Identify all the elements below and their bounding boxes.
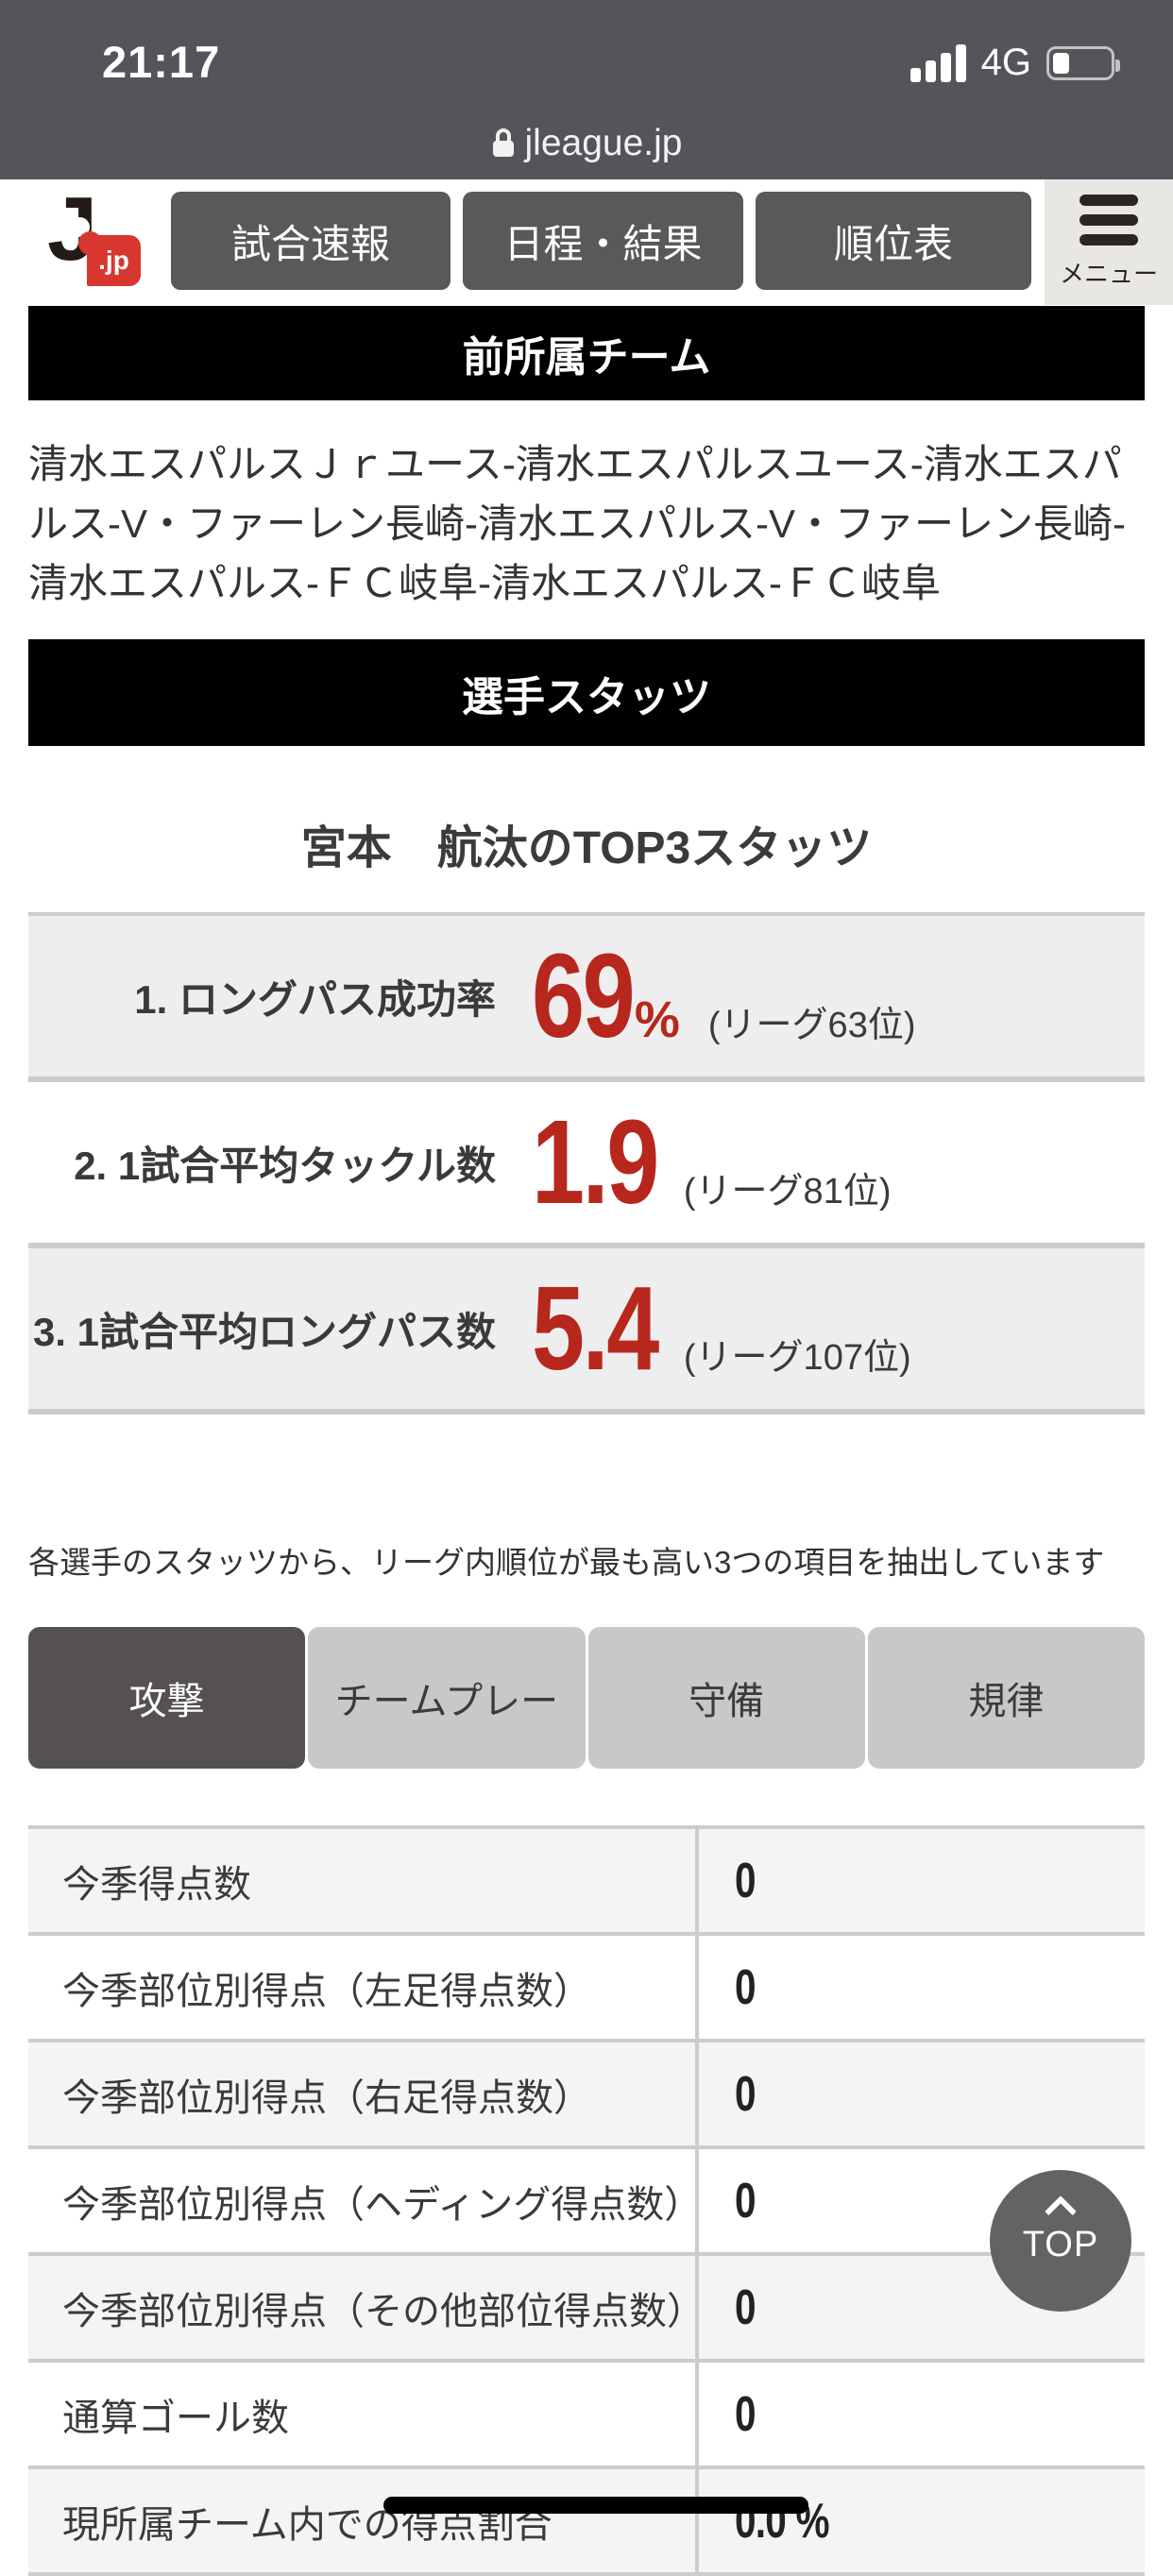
stat-rank: (リーグ63位) [707, 1006, 916, 1045]
table-row: 今季部位別得点（その他部位得点数） 0 [28, 2256, 1145, 2363]
top3-stats-list: 1. ロングパス成功率 69% (リーグ63位) 2. 1試合平均タックル数 1.… [28, 912, 1145, 1415]
tab-team-play[interactable]: チームプレー [308, 1627, 586, 1769]
table-row-value: 0 [735, 2386, 756, 2442]
signal-strength-icon [910, 43, 966, 82]
tab-discipline[interactable]: 規律 [867, 1627, 1145, 1769]
scroll-to-top-button[interactable]: TOP [990, 2170, 1131, 2312]
stat-value: 5.4 [532, 1262, 659, 1395]
top3-stat-row: 3. 1試合平均ロングパス数 5.4 (リーグ107位) [28, 1248, 1145, 1415]
stat-unit: % [634, 991, 680, 1048]
url-text: jleague.jp [524, 123, 683, 163]
nav-button-standings[interactable]: 順位表 [756, 192, 1031, 290]
stat-rank: (リーグ81位) [683, 1172, 892, 1212]
tab-defense[interactable]: 守備 [587, 1627, 865, 1769]
table-row: 今季部位別得点（左足得点数） 0 [28, 1936, 1145, 2042]
table-row-label: 今季得点数 [28, 1829, 699, 1932]
battery-icon [1046, 45, 1120, 80]
table-row-label: 今季部位別得点（ヘディング得点数） [28, 2149, 702, 2252]
stat-label: 1. ロングパス成功率 [134, 976, 496, 1022]
network-type-label: 4G [980, 42, 1031, 83]
table-row: 通算ゴール数 0 [28, 2363, 1145, 2469]
table-row-value: 0 [735, 2279, 756, 2335]
table-row: 今季部位別得点（右足得点数） 0 [28, 2042, 1145, 2149]
stat-value: 69 [532, 929, 636, 1062]
logo-jp-badge: .jp [87, 235, 141, 286]
section-banner-previous-teams: 前所属チーム [28, 306, 1145, 400]
table-row-value: 0 [735, 1959, 756, 2015]
table-row-value: 0 [735, 2066, 756, 2122]
table-row-value: 0 [735, 1853, 756, 1908]
table-row: 今季得点数 0 [28, 1829, 1145, 1936]
status-time: 21:17 [102, 37, 221, 87]
attack-stats-table: 今季得点数 0 今季部位別得点（左足得点数） 0 今季部位別得点（右足得点数） … [28, 1825, 1145, 2576]
menu-button[interactable]: メニュー [1045, 179, 1173, 305]
table-row: 現所属チーム内での得点割合 0.0 % [28, 2469, 1145, 2576]
tab-attack[interactable]: 攻撃 [28, 1627, 306, 1769]
previous-teams-text: 清水エスパルスＪｒユース-清水エスパルスユース-清水エスパルス-V・ファーレン長… [28, 442, 1126, 605]
table-row: 今季部位別得点（ヘディング得点数） 0 [28, 2149, 1145, 2256]
top3-stats-title: 宮本 航汰のTOP3スタッツ [300, 823, 873, 873]
top3-stat-row: 2. 1試合平均タックル数 1.9 (リーグ81位) [28, 1082, 1145, 1248]
home-indicator[interactable] [383, 2497, 808, 2514]
nav-button-schedule-results[interactable]: 日程・結果 [463, 192, 743, 290]
stat-value: 1.9 [532, 1095, 659, 1229]
address-bar[interactable]: jleague.jp [0, 123, 1173, 164]
stats-category-tabs: 攻撃 チームプレー 守備 規律 [28, 1627, 1145, 1769]
hamburger-icon [1080, 195, 1138, 246]
top3-note: 各選手のスタッツから、リーグ内順位が最も高い3つの項目を抽出しています [28, 1545, 1105, 1580]
table-row-label: 現所属チーム内での得点割合 [28, 2469, 699, 2572]
stat-rank: (リーグ107位) [683, 1338, 911, 1378]
site-header: J .jp 試合速報 日程・結果 順位表 メニュー [0, 178, 1173, 306]
lock-icon [491, 123, 525, 163]
stat-label: 3. 1試合平均ロングパス数 [32, 1309, 496, 1354]
chevron-up-icon [1045, 2195, 1077, 2228]
jleague-logo[interactable]: J .jp [47, 178, 151, 292]
table-row-label: 今季部位別得点（その他部位得点数） [28, 2256, 705, 2359]
table-row-label: 今季部位別得点（左足得点数） [28, 1936, 699, 2039]
nav-button-live-scores[interactable]: 試合速報 [171, 192, 450, 290]
stat-label: 2. 1試合平均タックル数 [74, 1143, 496, 1188]
scroll-to-top-label: TOP [1022, 2225, 1099, 2264]
status-bar: 21:17 4G jleague.jp [0, 0, 1173, 179]
top3-stat-row: 1. ロングパス成功率 69% (リーグ63位) [28, 916, 1145, 1082]
section-banner-player-stats: 選手スタッツ [28, 639, 1145, 746]
table-row-label: 今季部位別得点（右足得点数） [28, 2042, 699, 2145]
table-row-label: 通算ゴール数 [28, 2363, 699, 2466]
menu-label: メニュー [1059, 260, 1158, 288]
table-row-value: 0 [735, 2173, 756, 2229]
